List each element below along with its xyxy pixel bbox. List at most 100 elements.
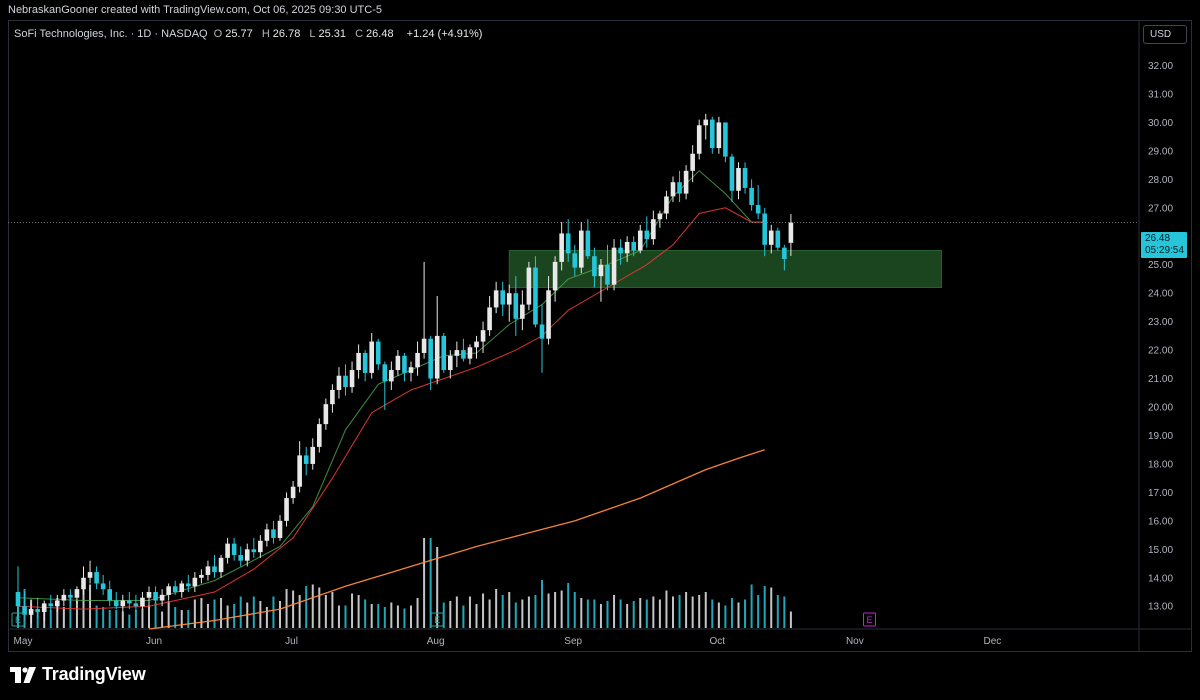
candle-body [343, 375, 348, 388]
volume-bar [462, 605, 465, 628]
price-axis-tick: 22.00 [1148, 346, 1173, 357]
volume-bar [259, 601, 262, 628]
volume-bar [279, 601, 281, 628]
time-axis-label: Jul [285, 636, 298, 647]
volume-bar [606, 601, 609, 628]
volume-bar [331, 592, 334, 628]
volume-bar [757, 595, 760, 628]
earnings-marker-box [430, 612, 444, 627]
candle-body [421, 338, 427, 353]
candle-body [330, 389, 335, 405]
price-axis-tick: 27.00 [1148, 203, 1173, 214]
volume-bar [685, 592, 688, 628]
candle-body [192, 577, 198, 587]
volume-bar [541, 580, 543, 628]
candle-body [15, 592, 21, 607]
time-axis-label: Dec [984, 636, 1002, 647]
candle-body [172, 586, 178, 593]
candle-body [782, 247, 787, 260]
candle-body [677, 182, 682, 194]
candle-body [637, 230, 643, 251]
high-label: H [261, 28, 270, 40]
candle-body [592, 256, 597, 277]
last-price-value: 26.48 [1145, 233, 1171, 244]
candle-body [199, 574, 204, 578]
currency-button[interactable]: USD [1143, 25, 1187, 44]
volume-bar [658, 599, 661, 628]
volume-bar [213, 599, 216, 628]
candle-body [768, 230, 774, 245]
volume-bar [351, 593, 354, 628]
candle-body [212, 566, 217, 573]
candle-body [225, 543, 230, 558]
volume-bar [678, 595, 681, 628]
moving-average-slow [148, 449, 765, 630]
price-axis-tick: 19.00 [1148, 431, 1173, 442]
volume-bar [698, 595, 701, 628]
volume-bar [383, 607, 386, 628]
price-axis-tick: 18.00 [1148, 459, 1173, 470]
candle-body [22, 606, 27, 615]
candle-body [579, 230, 584, 268]
volume-bar [619, 599, 622, 628]
volume-bar [305, 586, 308, 628]
candle-body [375, 341, 381, 365]
volume-bar [89, 584, 92, 628]
volume-bar [148, 605, 150, 628]
symbol-name[interactable]: SoFi Technologies, Inc. · 1D · NASDAQ [14, 28, 208, 40]
volume-bar [410, 605, 412, 628]
volume-bar [449, 601, 452, 628]
earnings-marker-label: E [866, 615, 872, 625]
volume-bar [324, 595, 327, 628]
volume-bar [337, 605, 340, 628]
candle-body [68, 594, 73, 598]
volume-bar [233, 604, 236, 628]
candle-body [317, 424, 322, 447]
candle-body [448, 355, 453, 371]
bar-countdown: 05:29:54 [1145, 245, 1184, 256]
candle-body [356, 352, 361, 371]
chart-canvas[interactable]: 13.00 14.00 15.00 16.00 17.00 18.00 19.00 20.00… [8, 20, 1192, 652]
candle-body [513, 293, 519, 319]
volume-bar [429, 538, 432, 628]
volume-bar [62, 607, 65, 628]
candle-body [35, 609, 40, 612]
candle-body [303, 455, 309, 464]
candle-body [258, 540, 263, 553]
candle-body [349, 370, 355, 388]
candle-body [644, 230, 650, 240]
high-value: 26.78 [272, 28, 301, 40]
time-axis-label: May [14, 636, 33, 647]
volume-bar [357, 595, 360, 628]
volume-bar [292, 590, 295, 628]
candle-body [585, 230, 591, 257]
candle-body [113, 600, 119, 607]
open-label: O [213, 28, 223, 40]
volume-bar [318, 587, 321, 628]
candle-body [480, 330, 486, 342]
candle-body [323, 404, 329, 425]
candle-body [493, 290, 499, 308]
candle-body [742, 167, 748, 188]
candle-body [788, 222, 794, 243]
volume-bar [226, 605, 229, 628]
candle-body [231, 543, 237, 556]
chart-credit: NebraskanGooner created with TradingView… [8, 4, 382, 16]
candle-body [703, 119, 709, 126]
volume-bar [724, 605, 727, 628]
volume-bar [416, 598, 419, 628]
volume-bar [134, 610, 137, 628]
candle-body [369, 341, 374, 373]
price-axis-tick: 29.00 [1148, 146, 1173, 157]
candle-body [81, 577, 86, 590]
time-axis-label: Oct [710, 636, 726, 647]
candle-body [284, 498, 289, 521]
volume-bar [527, 596, 530, 628]
volume-bar [534, 595, 537, 628]
volume-bar [783, 596, 786, 628]
candle-body [310, 446, 316, 464]
candle-body [565, 233, 571, 254]
candle-body [205, 566, 211, 575]
candle-body [159, 594, 165, 601]
volume-bar [154, 602, 157, 628]
